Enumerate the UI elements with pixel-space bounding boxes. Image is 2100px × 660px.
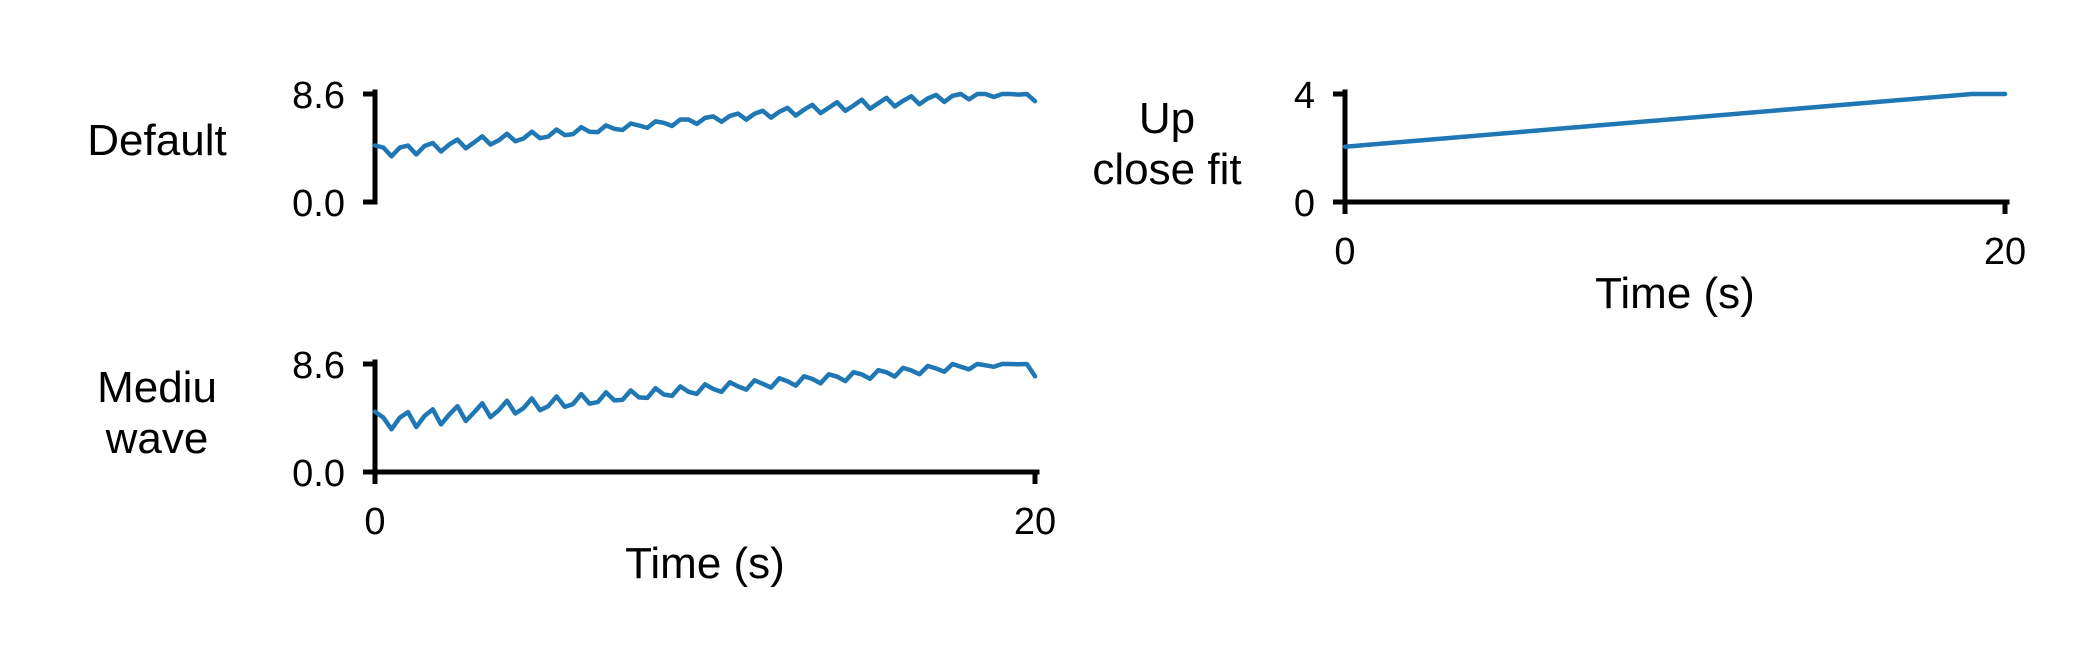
row-label-line-2: close fit: [1092, 145, 1241, 194]
y-tick-label: 8.6: [292, 345, 345, 387]
y-tick-label: 8.6: [292, 75, 345, 117]
y-tick-label: 0: [1294, 183, 1315, 225]
row-label: Default: [87, 116, 226, 165]
row-label-line-1: Mediu: [97, 363, 217, 412]
y-tick-label: 4: [1294, 75, 1315, 117]
x-tick-label: 20: [1984, 231, 2026, 273]
series-group: [1342, 91, 2008, 149]
x-axis-title: Time (s): [1595, 269, 1755, 318]
series-line: [372, 91, 1038, 159]
y-tick-label: 0.0: [292, 453, 345, 495]
panel-up-close-fit: Up close fit 4 0 0 20 Time (s): [1092, 75, 2026, 318]
x-axis-title: Time (s): [625, 539, 785, 588]
x-tick-label: 20: [1014, 501, 1056, 543]
panel-medium-wave: Mediu wave 8.6 0.0 0 20 Time (s): [97, 345, 1056, 588]
y-tick-label: 0.0: [292, 183, 345, 225]
series-line: [1342, 91, 2008, 149]
series-group: [372, 91, 1038, 159]
x-tick-label: 0: [364, 501, 385, 543]
row-label-line-1: Up: [1139, 94, 1195, 143]
panel-default: Default 8.6 0.0: [87, 75, 1038, 225]
series-line: [372, 361, 1038, 432]
x-tick-label: 0: [1334, 231, 1355, 273]
series-group: [372, 361, 1038, 432]
row-label-line-2: wave: [105, 414, 209, 463]
